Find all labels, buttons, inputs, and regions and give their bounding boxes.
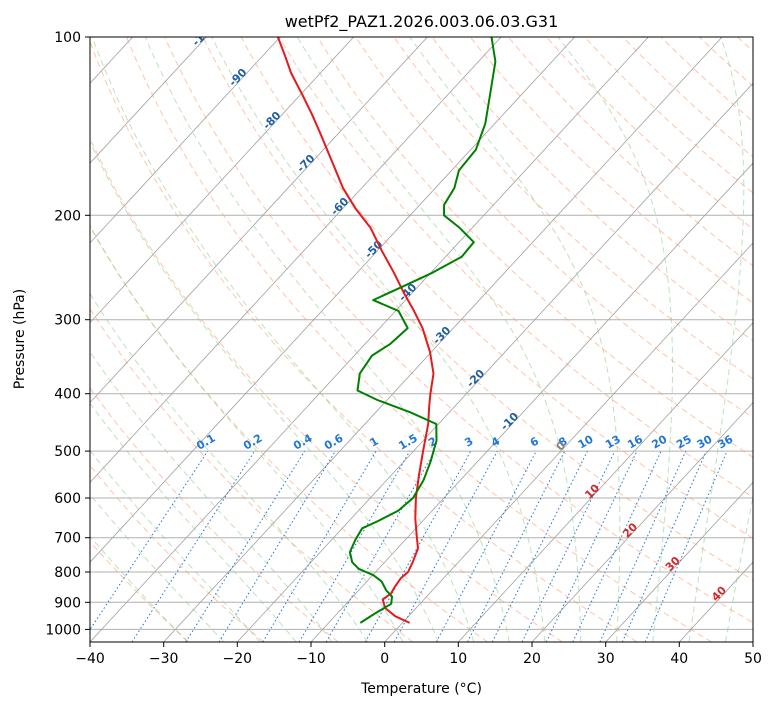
moist-adiabat-line xyxy=(144,37,510,642)
dry-adiabat-line xyxy=(355,37,753,419)
x-tick-label: −30 xyxy=(149,651,179,667)
moist-adiabat-line xyxy=(296,37,582,642)
dry-adiabat-line xyxy=(431,37,753,342)
x-axis-title: Temperature (°C) xyxy=(360,681,482,697)
moist-adiabat-line xyxy=(557,37,673,642)
x-tick-label: 20 xyxy=(523,651,541,667)
isotherm-line xyxy=(90,37,207,164)
x-tick-label: 50 xyxy=(744,651,762,667)
y-tick-label: 200 xyxy=(54,208,81,224)
moist-adiabat-line xyxy=(211,37,546,642)
reference-grid xyxy=(90,37,753,642)
y-tick-label: 100 xyxy=(54,30,81,46)
y-tick-label: 1000 xyxy=(45,622,81,638)
isotherm-line xyxy=(90,37,502,483)
isotherm-line xyxy=(237,82,753,642)
y-tick-label: 500 xyxy=(54,444,81,460)
dry-adiabat-line xyxy=(90,39,638,642)
moist-adiabat-line xyxy=(90,402,297,642)
isotherm-line xyxy=(605,481,753,642)
moist-adiabat-line xyxy=(725,494,753,642)
y-tick-label: 800 xyxy=(54,565,81,581)
isotherm-line xyxy=(90,37,575,563)
x-tick-label: −40 xyxy=(75,651,105,667)
mixing-ratio-line xyxy=(131,450,256,642)
mixing-ratio-line xyxy=(185,450,306,642)
chart-title: wetPf2_PAZ1.2026.003.06.03.G31 xyxy=(285,12,559,32)
dry-adiabat-line xyxy=(584,37,753,194)
x-tick-label: 30 xyxy=(597,651,615,667)
mixing-ratio-line xyxy=(545,450,638,642)
dry-adiabat-line xyxy=(202,37,753,581)
isotherm-line xyxy=(310,162,753,642)
dry-adiabat-line xyxy=(240,37,753,539)
x-tick-label: 0 xyxy=(380,651,389,667)
moist-adiabat-line xyxy=(90,224,404,642)
moist-adiabat-line xyxy=(409,37,621,642)
dry-adiabat-line xyxy=(278,37,753,498)
moist-adiabat-line xyxy=(90,351,333,642)
mixing-ratio-line xyxy=(298,450,411,642)
moist-adiabat-line xyxy=(91,37,475,642)
dry-adiabat-line xyxy=(469,37,753,304)
dry-adiabat-line xyxy=(90,137,563,642)
isotherm-line xyxy=(384,242,753,642)
mixing-ratio-line xyxy=(262,450,377,642)
isotherm-line xyxy=(90,37,428,404)
y-tick-label: 900 xyxy=(54,595,81,611)
y-tick-label: 400 xyxy=(54,387,81,403)
mixing-ratio-line xyxy=(325,450,435,642)
x-axis: −40 −30 −20 −10 0 10 20 30 40 50 xyxy=(75,642,762,667)
y-tick-label: 700 xyxy=(54,531,81,547)
x-tick-label: −10 xyxy=(296,651,326,667)
dry-adiabat-line xyxy=(622,37,753,158)
isotherm-line xyxy=(90,37,281,244)
x-tick-label: 40 xyxy=(670,651,688,667)
temperature-profile-line xyxy=(276,37,435,624)
y-axis-title: Pressure (hPa) xyxy=(12,289,28,389)
mixing-ratio-line xyxy=(521,450,616,642)
plot-frame xyxy=(89,36,754,643)
dry-adiabat-line xyxy=(508,37,753,267)
isotherm-line xyxy=(163,37,723,642)
dry-adiabat-line xyxy=(317,37,753,458)
dry-adiabat-line xyxy=(90,387,339,642)
mixing-ratio-line xyxy=(572,450,662,642)
y-axis: 1000 900 800 700 600 500 400 300 200 100 xyxy=(45,30,90,638)
moist-adiabat-label: -100 xyxy=(190,20,219,49)
x-tick-label: 10 xyxy=(449,651,467,667)
moist-adiabat-line xyxy=(90,140,439,642)
isotherm-line xyxy=(531,401,753,642)
dry-adiabat-line xyxy=(164,37,753,624)
isotherm-line xyxy=(458,322,753,642)
dry-adiabat-line xyxy=(90,225,488,642)
mixing-ratio-line xyxy=(599,450,687,642)
isotherm-line xyxy=(90,37,649,642)
y-tick-label: 600 xyxy=(54,491,81,507)
dry-adiabat-line xyxy=(126,37,712,642)
dewpoint-profile-line xyxy=(348,37,497,624)
moist-adiabat-line xyxy=(90,292,369,642)
mixing-ratio-line xyxy=(393,450,498,642)
y-tick-label: 300 xyxy=(54,313,81,329)
mixing-ratio-line xyxy=(621,450,707,642)
moist-adiabat-line xyxy=(688,37,745,642)
mixing-ratio-line xyxy=(644,450,728,642)
profile-series xyxy=(276,37,497,624)
x-tick-label: −20 xyxy=(223,651,253,667)
mixing-ratio-line xyxy=(218,450,336,642)
